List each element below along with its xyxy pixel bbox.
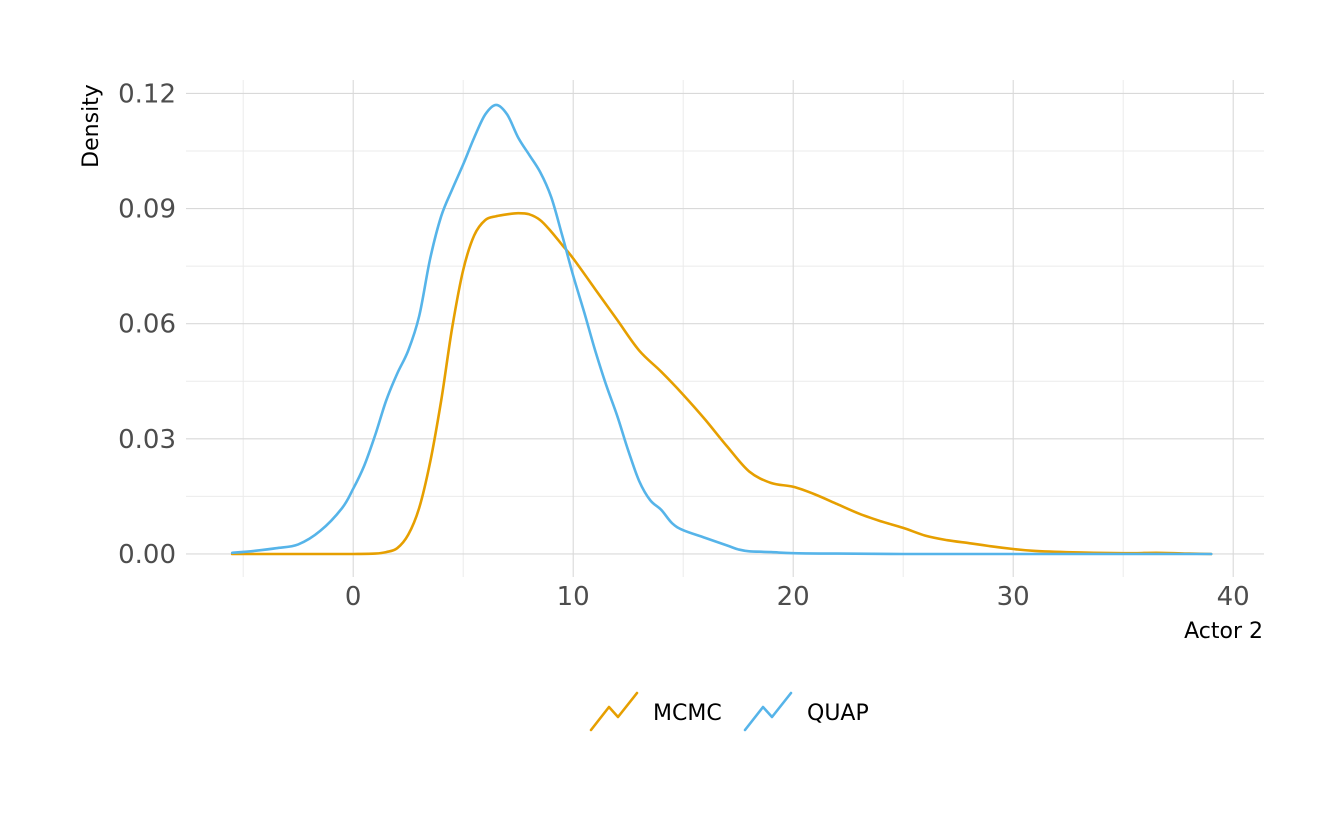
grid [186,80,1264,577]
x-axis-title: Actor 2 [1184,619,1263,644]
legend-label-mcmc: MCMC [653,701,722,726]
legend: MCMC QUAP [589,691,869,732]
y-tick-label: 0.06 [118,310,176,340]
y-axis-title: Density [79,84,104,168]
y-tick-label: 0.09 [118,195,176,225]
legend-item-quap: QUAP [743,691,869,732]
legend-label-quap: QUAP [807,701,869,726]
tick-labels: 0.00 0.03 0.06 0.09 0.12 0 10 20 30 40 [118,79,1250,612]
legend-key-mcmc [589,691,639,732]
legend-key-quap [743,691,793,732]
x-tick-label: 0 [345,582,362,612]
x-tick-label: 10 [557,582,590,612]
series-lines [230,103,1213,556]
x-tick-label: 30 [997,582,1030,612]
y-tick-label: 0.00 [118,540,176,570]
series-line-mcmc [230,211,1213,556]
x-tick-label: 40 [1217,582,1250,612]
y-tick-label: 0.12 [118,79,176,109]
legend-item-mcmc: MCMC [589,691,722,732]
x-tick-label: 20 [777,582,810,612]
y-tick-label: 0.03 [118,425,176,455]
series-line-quap [230,103,1213,556]
